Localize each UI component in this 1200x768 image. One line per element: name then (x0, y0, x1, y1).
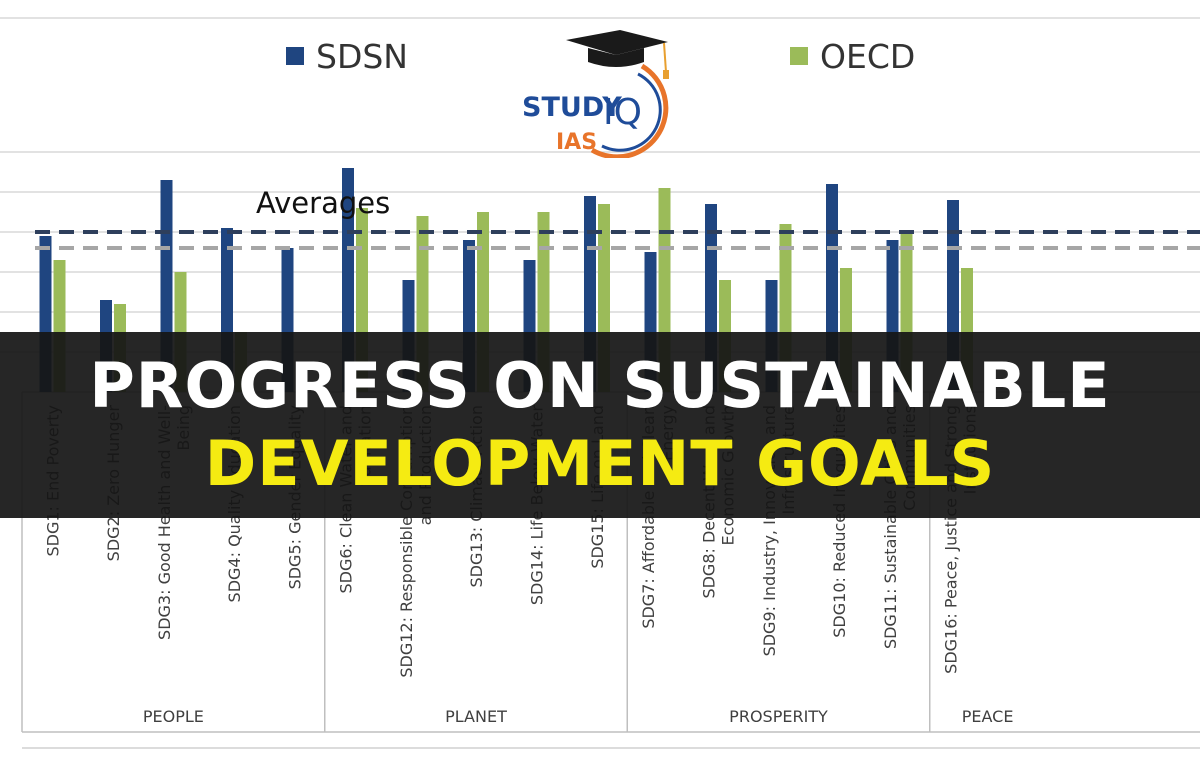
averages-label: Averages (256, 186, 391, 220)
legend-sdsn: SDSN (286, 36, 408, 76)
logo-iq-text: IQ (603, 92, 642, 133)
group-labels: PEOPLE PLANET PROSPERITY PEACE (143, 707, 1014, 726)
graduation-cap-icon (566, 30, 669, 79)
banner-title-line2: DEVELOPMENT GOALS (204, 427, 996, 500)
banner-title-line1: PROGRESS ON SUSTAINABLE (89, 349, 1111, 422)
legend-oecd: OECD (790, 36, 915, 76)
average-lines (35, 230, 1200, 250)
group-label: PROSPERITY (729, 707, 828, 726)
logo-ring-icon (590, 63, 669, 160)
group-label: PEACE (962, 707, 1014, 726)
legend-sdsn-label: SDSN (316, 36, 408, 76)
logo-ias-text: IAS (556, 130, 597, 155)
group-label: PEOPLE (143, 707, 204, 726)
legend-sdsn-swatch (286, 47, 304, 65)
logo-study-text: STUDY (522, 92, 622, 123)
group-label: PLANET (445, 707, 507, 726)
legend-oecd-label: OECD (820, 36, 916, 76)
title-banner: PROGRESS ON SUSTAINABLE DEVELOPMENT GOAL… (0, 332, 1200, 518)
legend-oecd-swatch (790, 47, 808, 65)
studyiq-logo: STUDY IQ IAS (516, 28, 686, 160)
